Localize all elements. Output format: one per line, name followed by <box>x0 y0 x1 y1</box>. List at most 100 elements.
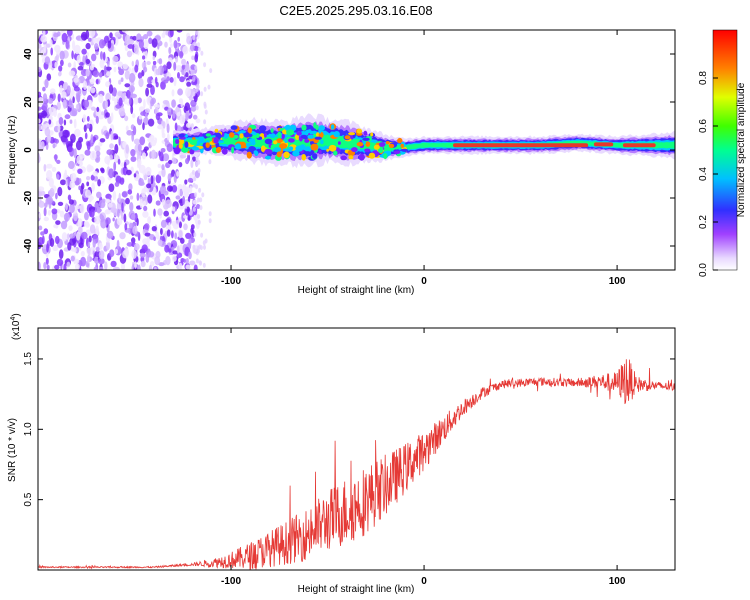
noise-speckle <box>176 245 180 254</box>
noise-speckle <box>77 218 83 228</box>
noise-speckle <box>98 242 103 250</box>
noise-speckle <box>108 84 114 94</box>
noise-speckle <box>75 140 82 151</box>
noise-speckle <box>75 103 80 110</box>
noise-speckle <box>153 208 156 217</box>
noise-speckle <box>38 66 42 73</box>
signal-blob <box>260 145 266 152</box>
noise-speckle <box>197 42 200 48</box>
noise-speckle <box>68 160 75 170</box>
noise-speckle <box>40 35 47 43</box>
noise-speckle <box>95 115 99 124</box>
signal-blob <box>368 152 376 159</box>
noise-speckle <box>159 151 164 162</box>
noise-speckle <box>204 109 208 115</box>
signal-blob <box>362 137 370 141</box>
noise-speckle <box>185 110 189 121</box>
noise-speckle <box>116 239 120 250</box>
noise-speckle <box>122 250 129 259</box>
noise-speckle <box>168 222 171 231</box>
noise-speckle <box>72 40 76 51</box>
noise-speckle <box>140 111 146 116</box>
chart-title: C2E5.2025.295.03.16.E08 <box>279 3 432 18</box>
noise-speckle <box>98 141 103 147</box>
noise-speckle <box>195 161 199 167</box>
noise-speckle <box>191 55 195 61</box>
noise-speckle <box>109 143 114 149</box>
noise-speckle <box>42 86 46 92</box>
noise-speckle <box>83 99 90 108</box>
noise-speckle <box>176 112 181 117</box>
noise-speckle <box>180 237 185 244</box>
bottom-x-axis-label: Height of straight line (km) <box>298 584 415 595</box>
signal-blob <box>281 133 285 139</box>
noise-speckle <box>134 64 139 73</box>
signal-blob <box>337 141 341 145</box>
noise-speckle <box>51 208 58 215</box>
noise-speckle <box>193 176 197 182</box>
noise-speckle <box>82 80 88 91</box>
spectrogram-panel: -100 0 100 -40 -20 0 20 40 Height of straight … <box>7 29 676 296</box>
snr-frame <box>37 327 676 571</box>
noise-speckle <box>186 35 193 45</box>
noise-speckle <box>122 94 126 103</box>
noise-speckle <box>142 169 146 176</box>
noise-speckle <box>182 195 186 205</box>
noise-speckle <box>195 156 199 162</box>
noise-speckle <box>101 111 104 116</box>
noise-speckle <box>124 83 131 88</box>
noise-speckle <box>105 217 111 225</box>
noise-speckle <box>98 39 106 49</box>
noise-speckle <box>126 50 133 58</box>
noise-speckle <box>46 196 53 205</box>
noise-speckle <box>73 77 79 83</box>
noise-speckle <box>58 65 63 72</box>
noise-speckle <box>139 136 146 146</box>
noise-speckle <box>136 218 139 226</box>
noise-speckle <box>89 150 97 161</box>
noise-speckle <box>208 218 212 224</box>
signal-blob <box>214 128 219 133</box>
spectrogram-image <box>38 30 675 270</box>
noise-speckle <box>88 37 92 42</box>
noise-speckle <box>72 96 75 104</box>
noise-speckle <box>161 132 166 139</box>
noise-speckle <box>171 220 177 227</box>
signal-blob <box>189 148 195 155</box>
noise-speckle <box>179 76 185 83</box>
signal-blob <box>235 143 242 150</box>
noise-speckle <box>133 44 139 55</box>
noise-speckle <box>43 164 47 172</box>
noise-speckle <box>124 44 129 52</box>
noise-speckle <box>137 97 143 104</box>
noise-speckle <box>146 61 151 65</box>
noise-speckle <box>102 51 106 61</box>
noise-speckle <box>127 39 134 45</box>
noise-speckle <box>99 213 103 220</box>
noise-speckle <box>170 109 174 115</box>
noise-speckle <box>184 187 190 197</box>
noise-speckle <box>56 159 61 164</box>
signal-blob <box>276 138 283 144</box>
noise-speckle <box>104 198 111 204</box>
noise-speckle <box>114 98 118 107</box>
noise-speckle <box>124 115 129 122</box>
noise-speckle <box>136 192 140 201</box>
noise-speckle <box>46 170 53 180</box>
noise-speckle <box>153 266 157 270</box>
noise-speckle <box>150 139 157 147</box>
noise-speckle <box>185 258 189 265</box>
signal-blob <box>175 139 180 145</box>
noise-speckle <box>177 36 180 42</box>
noise-speckle <box>141 244 148 253</box>
signal-blob <box>296 131 302 136</box>
noise-speckle <box>59 210 65 218</box>
noise-speckle <box>133 125 137 136</box>
noise-speckle <box>132 113 136 119</box>
noise-speckle <box>131 132 135 142</box>
noise-speckle <box>77 65 84 71</box>
noise-speckle <box>38 225 43 231</box>
noise-speckle <box>46 163 53 169</box>
noise-speckle <box>95 51 99 56</box>
noise-speckle <box>195 118 201 124</box>
